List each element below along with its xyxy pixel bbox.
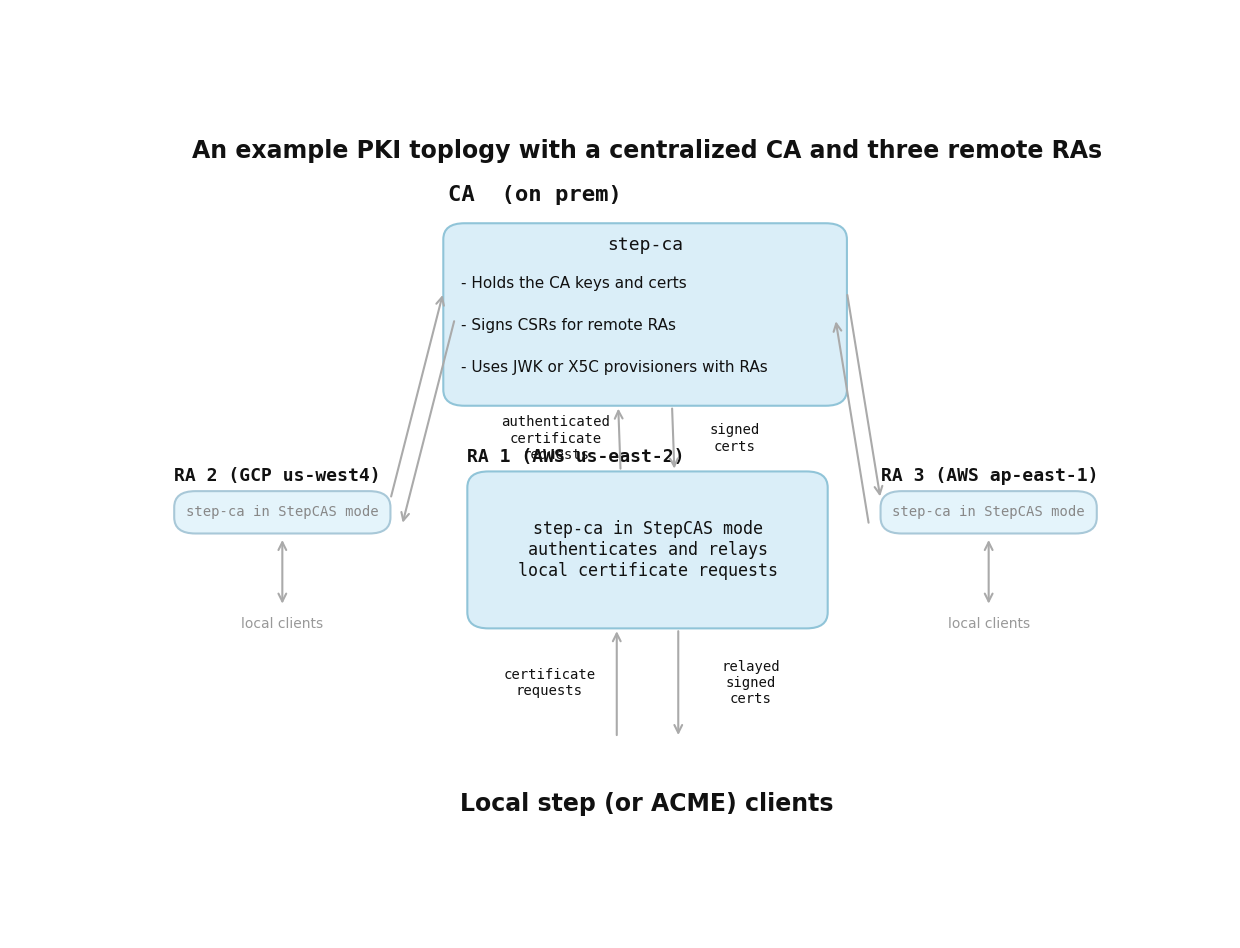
Text: authenticated
certificate
requests: authenticated certificate requests	[501, 415, 610, 462]
Text: Local step (or ACME) clients: Local step (or ACME) clients	[460, 792, 833, 815]
FancyBboxPatch shape	[444, 224, 847, 406]
Text: certificate
requests: certificate requests	[503, 668, 595, 699]
Text: RA 1 (AWS us-east-2): RA 1 (AWS us-east-2)	[467, 447, 684, 465]
Text: An example PKI toplogy with a centralized CA and three remote RAs: An example PKI toplogy with a centralize…	[191, 139, 1101, 163]
Text: - Holds the CA keys and certs: - Holds the CA keys and certs	[460, 276, 687, 291]
Text: step-ca in StepCAS mode
authenticates and relays
local certificate requests: step-ca in StepCAS mode authenticates an…	[517, 520, 777, 580]
Text: - Uses JWK or X5C provisioners with RAs: - Uses JWK or X5C provisioners with RAs	[460, 360, 768, 375]
Text: local clients: local clients	[947, 617, 1029, 631]
FancyBboxPatch shape	[880, 491, 1096, 534]
Text: signed
certs: signed certs	[709, 424, 760, 454]
Text: step-ca in StepCAS mode: step-ca in StepCAS mode	[893, 505, 1085, 520]
Text: step-ca in StepCAS mode: step-ca in StepCAS mode	[186, 505, 378, 520]
Text: RA 3 (AWS ap-east-1): RA 3 (AWS ap-east-1)	[880, 466, 1099, 484]
Text: - Signs CSRs for remote RAs: - Signs CSRs for remote RAs	[460, 319, 676, 333]
Text: CA  (on prem): CA (on prem)	[448, 185, 622, 205]
FancyBboxPatch shape	[174, 491, 391, 534]
FancyBboxPatch shape	[467, 471, 828, 629]
Text: local clients: local clients	[242, 617, 324, 631]
Text: RA 2 (GCP us-west4): RA 2 (GCP us-west4)	[174, 466, 381, 484]
Text: relayed
signed
certs: relayed signed certs	[720, 660, 780, 706]
Text: step-ca: step-ca	[608, 236, 683, 254]
